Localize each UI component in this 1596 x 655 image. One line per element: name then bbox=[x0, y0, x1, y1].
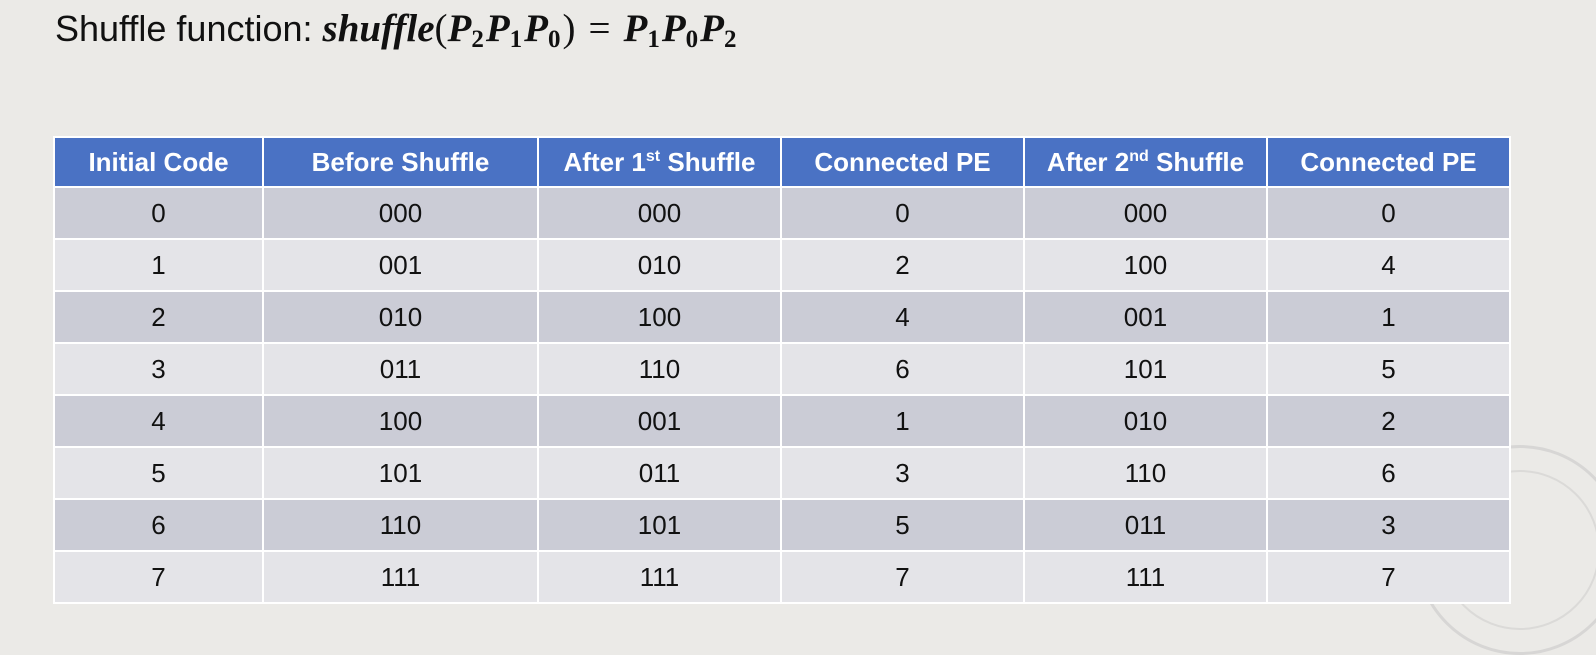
cell-after-second-shuffle: 110 bbox=[1023, 446, 1268, 500]
cell-connected-pe-2: 1 bbox=[1266, 290, 1511, 344]
table-row: 4 100 001 1 010 2 bbox=[53, 394, 1511, 448]
cell-before-shuffle: 111 bbox=[262, 550, 539, 604]
formula-close-paren: ) bbox=[562, 7, 576, 50]
cell-before-shuffle: 000 bbox=[262, 186, 539, 240]
cell-connected-pe-1: 5 bbox=[780, 498, 1025, 552]
cell-after-second-shuffle: 101 bbox=[1023, 342, 1268, 396]
formula-output-var: P bbox=[700, 7, 724, 50]
formula-output-var: P bbox=[623, 7, 648, 50]
formula-input-sub: 0 bbox=[548, 26, 561, 53]
cell-before-shuffle: 001 bbox=[262, 238, 539, 292]
table-row: 2 010 100 4 001 1 bbox=[53, 290, 1511, 344]
cell-after-first-shuffle: 101 bbox=[537, 498, 782, 552]
header-before-shuffle: Before Shuffle bbox=[262, 136, 539, 188]
cell-before-shuffle: 010 bbox=[262, 290, 539, 344]
cell-connected-pe-2: 5 bbox=[1266, 342, 1511, 396]
shuffle-formula: shuffle(P2P1P0) = P1P0P2 bbox=[322, 6, 739, 53]
table-row: 3 011 110 6 101 5 bbox=[53, 342, 1511, 396]
cell-initial-code: 0 bbox=[53, 186, 264, 240]
cell-after-second-shuffle: 011 bbox=[1023, 498, 1268, 552]
cell-before-shuffle: 100 bbox=[262, 394, 539, 448]
cell-before-shuffle: 101 bbox=[262, 446, 539, 500]
cell-connected-pe-2: 6 bbox=[1266, 446, 1511, 500]
formula-output-sub: 1 bbox=[647, 26, 660, 53]
slide-title: Shuffle function: shuffle(P2P1P0) = P1P0P2 bbox=[55, 6, 738, 58]
table-body: 0 000 000 0 000 0 1 001 010 2 100 4 2 010 100 4 001 1 3 011… bbox=[53, 186, 1511, 604]
cell-before-shuffle: 011 bbox=[262, 342, 539, 396]
cell-after-first-shuffle: 111 bbox=[537, 550, 782, 604]
cell-after-first-shuffle: 110 bbox=[537, 342, 782, 396]
table-row: 0 000 000 0 000 0 bbox=[53, 186, 1511, 240]
cell-before-shuffle: 110 bbox=[262, 498, 539, 552]
cell-connected-pe-1: 2 bbox=[780, 238, 1025, 292]
formula-input-sub: 2 bbox=[471, 26, 484, 53]
formula-open-paren: ( bbox=[434, 7, 448, 50]
cell-after-second-shuffle: 100 bbox=[1023, 238, 1268, 292]
shuffle-table: Initial Code Before Shuffle After 1st Sh… bbox=[53, 136, 1511, 604]
cell-after-second-shuffle: 111 bbox=[1023, 550, 1268, 604]
cell-after-first-shuffle: 001 bbox=[537, 394, 782, 448]
formula-function-name: shuffle bbox=[322, 7, 435, 50]
table-row: 6 110 101 5 011 3 bbox=[53, 498, 1511, 552]
cell-after-second-shuffle: 001 bbox=[1023, 290, 1268, 344]
header-connected-pe-2: Connected PE bbox=[1266, 136, 1511, 188]
cell-initial-code: 6 bbox=[53, 498, 264, 552]
formula-equals: = bbox=[588, 7, 611, 50]
table-row: 7 111 111 7 111 7 bbox=[53, 550, 1511, 604]
cell-connected-pe-2: 4 bbox=[1266, 238, 1511, 292]
formula-input-var: P bbox=[447, 7, 472, 50]
formula-input-var: P bbox=[524, 7, 548, 50]
title-label: Shuffle function: bbox=[55, 8, 313, 49]
cell-initial-code: 4 bbox=[53, 394, 264, 448]
cell-initial-code: 1 bbox=[53, 238, 264, 292]
table-row: 1 001 010 2 100 4 bbox=[53, 238, 1511, 292]
cell-initial-code: 2 bbox=[53, 290, 264, 344]
table-row: 5 101 011 3 110 6 bbox=[53, 446, 1511, 500]
cell-connected-pe-2: 3 bbox=[1266, 498, 1511, 552]
header-after-first-shuffle: After 1st Shuffle bbox=[537, 136, 782, 188]
cell-after-first-shuffle: 100 bbox=[537, 290, 782, 344]
cell-connected-pe-1: 7 bbox=[780, 550, 1025, 604]
formula-input-var: P bbox=[485, 7, 510, 50]
cell-initial-code: 3 bbox=[53, 342, 264, 396]
header-after-second-shuffle: After 2nd Shuffle bbox=[1023, 136, 1268, 188]
table-header-row: Initial Code Before Shuffle After 1st Sh… bbox=[53, 136, 1511, 188]
cell-connected-pe-1: 6 bbox=[780, 342, 1025, 396]
cell-connected-pe-1: 0 bbox=[780, 186, 1025, 240]
formula-input-sub: 1 bbox=[509, 26, 523, 53]
cell-initial-code: 7 bbox=[53, 550, 264, 604]
cell-initial-code: 5 bbox=[53, 446, 264, 500]
cell-connected-pe-2: 7 bbox=[1266, 550, 1511, 604]
header-connected-pe-1: Connected PE bbox=[780, 136, 1025, 188]
cell-connected-pe-2: 0 bbox=[1266, 186, 1511, 240]
cell-after-second-shuffle: 010 bbox=[1023, 394, 1268, 448]
cell-after-first-shuffle: 011 bbox=[537, 446, 782, 500]
cell-after-second-shuffle: 000 bbox=[1023, 186, 1268, 240]
formula-output-sub: 0 bbox=[685, 26, 699, 53]
cell-after-first-shuffle: 000 bbox=[537, 186, 782, 240]
formula-output-var: P bbox=[661, 7, 686, 50]
cell-after-first-shuffle: 010 bbox=[537, 238, 782, 292]
cell-connected-pe-1: 3 bbox=[780, 446, 1025, 500]
cell-connected-pe-1: 1 bbox=[780, 394, 1025, 448]
formula-output-sub: 2 bbox=[723, 26, 737, 53]
cell-connected-pe-2: 2 bbox=[1266, 394, 1511, 448]
cell-connected-pe-1: 4 bbox=[780, 290, 1025, 344]
header-initial-code: Initial Code bbox=[53, 136, 264, 188]
